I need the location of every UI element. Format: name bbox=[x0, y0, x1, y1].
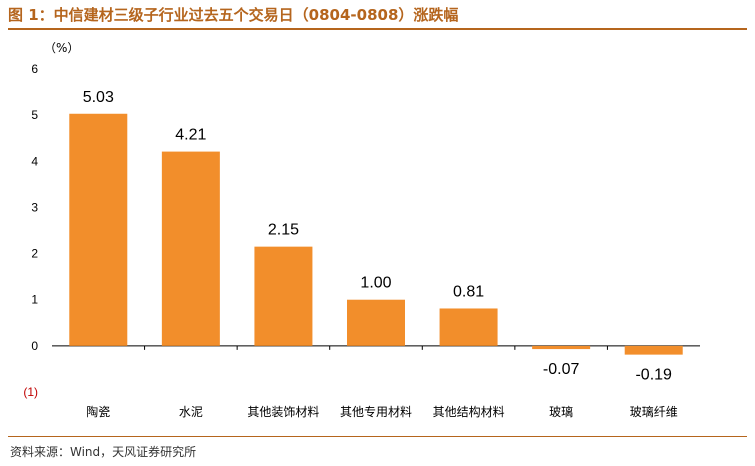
data-label: 2.15 bbox=[268, 222, 299, 239]
category-label: 玻璃纤维 bbox=[630, 405, 678, 419]
bar-7 bbox=[624, 345, 683, 355]
data-label: 4.21 bbox=[175, 127, 206, 144]
bar-4 bbox=[347, 299, 405, 346]
y-tick-label: 3 bbox=[31, 200, 38, 214]
category-label: 其他专用材料 bbox=[340, 404, 412, 419]
y-tick-label: 5 bbox=[31, 108, 38, 122]
title-divider bbox=[8, 28, 747, 30]
bar-3 bbox=[254, 246, 313, 346]
source-divider bbox=[8, 436, 747, 437]
y-tick-label: (1) bbox=[23, 385, 38, 399]
data-label: -0.07 bbox=[543, 361, 580, 378]
y-tick-label: 6 bbox=[31, 62, 38, 76]
category-labels-group: 陶瓷 水泥 其他装饰材料 其他专用材料 其他结构材料 玻璃 玻璃纤维 bbox=[86, 404, 677, 419]
bars-group bbox=[69, 113, 683, 355]
y-tick-label: 4 bbox=[31, 154, 38, 168]
y-tick-label: 2 bbox=[31, 247, 38, 261]
data-label: -0.19 bbox=[635, 367, 672, 384]
bar-2 bbox=[161, 151, 220, 346]
y-tick-label: 0 bbox=[31, 339, 38, 353]
category-label: 玻璃 bbox=[549, 405, 573, 419]
bar-6 bbox=[532, 345, 591, 350]
source-note: 资料来源：Wind，天风证券研究所 bbox=[10, 445, 197, 459]
data-label: 0.81 bbox=[453, 283, 484, 300]
category-label: 水泥 bbox=[179, 405, 203, 419]
data-label: 5.03 bbox=[83, 89, 114, 106]
bar-1 bbox=[69, 113, 128, 346]
bar-chart: （%） (1) 0 1 2 3 4 5 6 5.03 4.21 2.15 1.00 0.81 -0.07 -… bbox=[23, 41, 700, 419]
bar-5 bbox=[439, 308, 498, 346]
category-label: 其他结构材料 bbox=[433, 404, 505, 419]
y-tick-label: 1 bbox=[31, 293, 38, 307]
y-axis-unit-label: （%） bbox=[44, 41, 79, 55]
category-label: 陶瓷 bbox=[86, 404, 110, 419]
data-labels-group: 5.03 4.21 2.15 1.00 0.81 -0.07 -0.19 bbox=[83, 89, 672, 384]
data-label: 1.00 bbox=[360, 275, 391, 292]
category-label: 其他装饰材料 bbox=[247, 405, 319, 419]
chart-title: 图 1：中信建材三级子行业过去五个交易日（0804-0808）涨跌幅 bbox=[8, 6, 459, 24]
